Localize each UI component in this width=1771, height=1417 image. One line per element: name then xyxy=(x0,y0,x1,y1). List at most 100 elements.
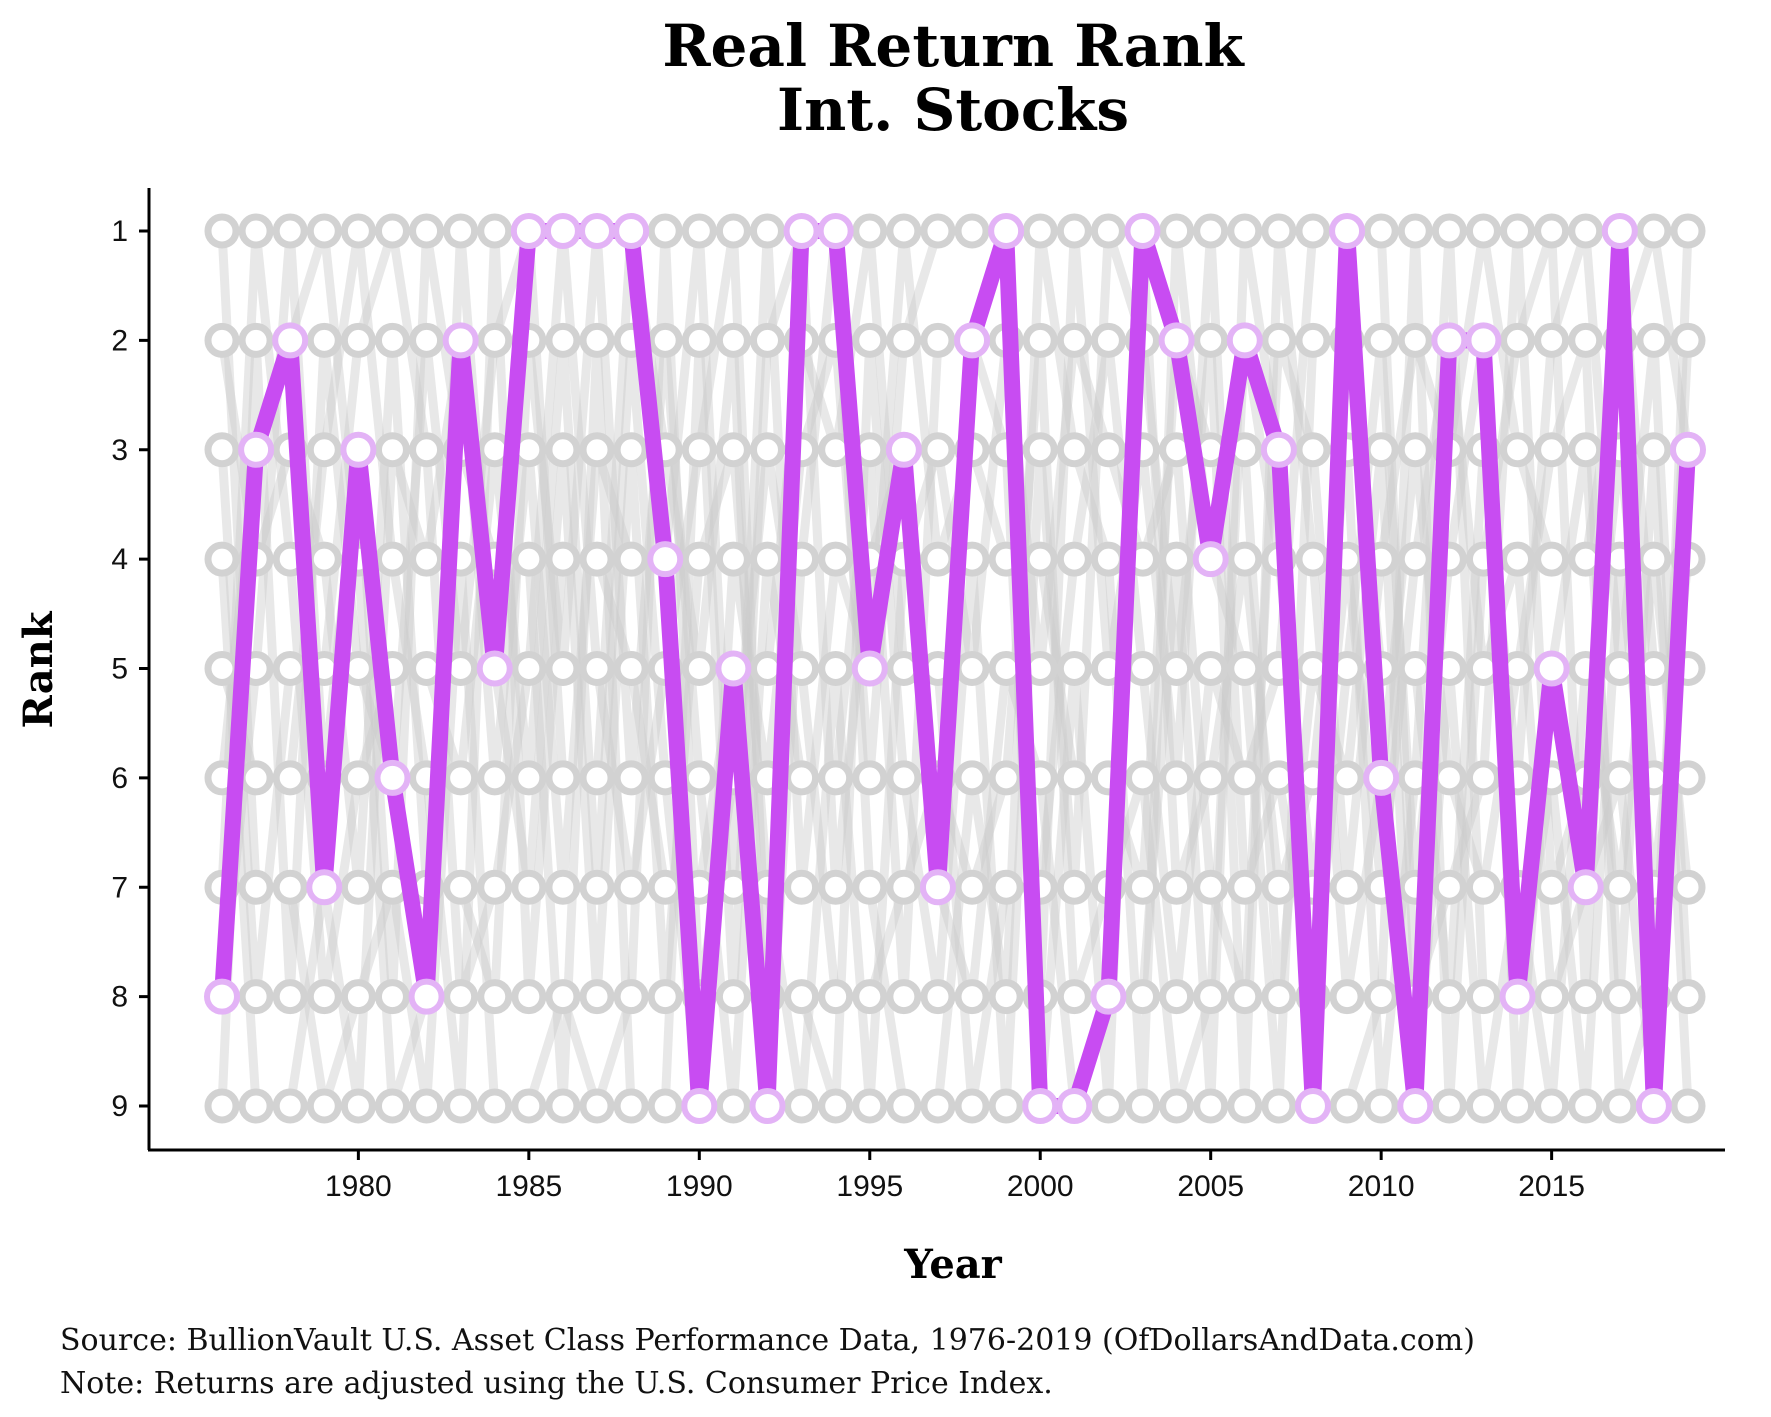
background-point xyxy=(1363,322,1399,358)
series-point-center-2013 xyxy=(1476,333,1491,348)
background-point xyxy=(238,322,274,358)
background-point xyxy=(1534,213,1570,249)
background-point xyxy=(1056,432,1092,468)
background-point xyxy=(340,322,376,358)
background-point xyxy=(1534,541,1570,577)
background-point xyxy=(1431,979,1467,1015)
background-point xyxy=(1465,1088,1501,1124)
background-point xyxy=(681,213,717,249)
background-point xyxy=(1397,541,1433,577)
background-point xyxy=(988,869,1024,905)
background-point xyxy=(477,322,513,358)
background-point xyxy=(409,213,445,249)
background-point xyxy=(545,651,581,686)
background-point xyxy=(647,1088,683,1124)
background-point xyxy=(1261,869,1297,905)
background-point xyxy=(443,979,479,1015)
x-tick-label: 1980 xyxy=(325,1170,392,1203)
background-point xyxy=(818,760,854,796)
background-point xyxy=(1056,213,1092,249)
background-point xyxy=(681,322,717,358)
background-point xyxy=(988,979,1024,1015)
background-point xyxy=(852,1088,888,1124)
background-point xyxy=(1159,760,1195,796)
background-point xyxy=(1056,760,1092,796)
background-point xyxy=(647,322,683,358)
background-point xyxy=(238,1088,274,1124)
background-point xyxy=(886,1088,922,1124)
background-point xyxy=(1090,1088,1126,1124)
background-point xyxy=(579,432,615,468)
background-point xyxy=(511,651,547,686)
background-point xyxy=(749,541,785,577)
series-point-center-2018 xyxy=(1646,1099,1661,1113)
background-point xyxy=(272,1088,308,1124)
background-point xyxy=(954,651,990,686)
background-point xyxy=(749,213,785,249)
background-point xyxy=(1125,869,1161,905)
background-point xyxy=(1363,979,1399,1015)
background-point xyxy=(374,213,410,249)
series-point-center-1991 xyxy=(726,661,741,676)
background-point xyxy=(545,432,581,468)
background-point xyxy=(784,979,820,1015)
background-point xyxy=(920,322,956,358)
background-point xyxy=(920,432,956,468)
background-point xyxy=(818,979,854,1015)
background-point xyxy=(1534,432,1570,468)
background-point xyxy=(1159,213,1195,249)
source-caption: Source: BullionVault U.S. Asset Class Pe… xyxy=(60,1323,1475,1358)
background-point xyxy=(340,760,376,796)
background-point xyxy=(272,760,308,796)
background-point xyxy=(1125,760,1161,796)
background-point xyxy=(1056,979,1092,1015)
background-point xyxy=(954,1088,990,1124)
series-point-center-2010 xyxy=(1374,770,1389,785)
background-point xyxy=(613,760,649,796)
background-point xyxy=(1670,322,1706,358)
background-point xyxy=(954,760,990,796)
background-point xyxy=(1329,869,1365,905)
background-point xyxy=(1670,1088,1706,1124)
background-point xyxy=(374,322,410,358)
background-point xyxy=(784,869,820,905)
background-point xyxy=(1602,979,1638,1015)
series-point-center-2005 xyxy=(1203,552,1218,567)
background-point xyxy=(306,322,342,358)
background-point xyxy=(340,979,376,1015)
background-point xyxy=(579,651,615,686)
background-point xyxy=(511,869,547,905)
highlight-series-points xyxy=(204,213,1706,1124)
y-tick-label: 2 xyxy=(111,324,128,357)
y-axis-ticks: 1 2 3 4 5 6 7 8 9 xyxy=(111,215,149,1123)
background-point xyxy=(1602,1088,1638,1124)
x-tick-label: 2005 xyxy=(1177,1170,1244,1203)
background-point xyxy=(1500,1088,1536,1124)
background-point xyxy=(1056,869,1092,905)
background-point xyxy=(1193,760,1229,796)
background-point xyxy=(1090,541,1126,577)
background-point xyxy=(272,869,308,905)
background-point xyxy=(749,322,785,358)
background-point xyxy=(1534,979,1570,1015)
background-point xyxy=(886,322,922,358)
series-point-center-2016 xyxy=(1578,880,1593,895)
background-point xyxy=(1500,432,1536,468)
background-point xyxy=(545,322,581,358)
background-point xyxy=(715,979,751,1015)
series-point-center-1980 xyxy=(351,442,366,457)
background-point xyxy=(1090,432,1126,468)
background-point xyxy=(374,432,410,468)
background-point xyxy=(238,979,274,1015)
x-axis-ticks: 1980 1985 1990 1995 2000 2005 2010 2015 xyxy=(325,1150,1585,1203)
series-point-center-1986 xyxy=(555,224,570,238)
background-point xyxy=(511,1088,547,1124)
background-point xyxy=(988,760,1024,796)
background-point xyxy=(886,213,922,249)
background-point xyxy=(1670,213,1706,249)
series-point-center-1995 xyxy=(862,661,877,676)
background-point xyxy=(886,979,922,1015)
background-point xyxy=(852,322,888,358)
background-point xyxy=(1159,869,1195,905)
background-point xyxy=(1397,651,1433,686)
